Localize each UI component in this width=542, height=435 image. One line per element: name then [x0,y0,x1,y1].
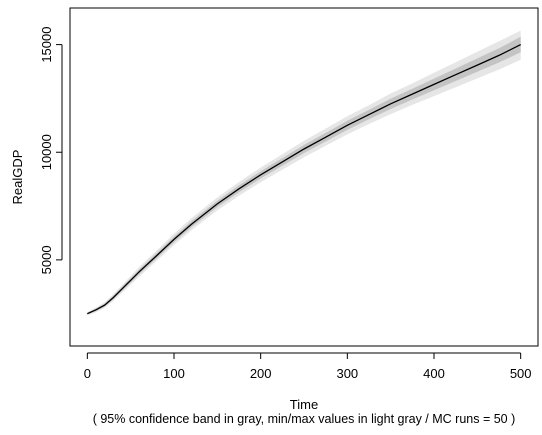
x-axis-label: Time [290,397,318,412]
series-line-mean [87,44,521,315]
x-tick-label: 0 [84,366,91,381]
y-axis-label: RealGDP [10,150,25,205]
x-tick-label: 200 [250,366,272,381]
minmax-band [87,30,521,316]
y-axis: 5000 10000 15000 [39,27,63,274]
x-tick-label: 100 [163,366,185,381]
chart-caption: ( 95% confidence band in gray, min/max v… [93,412,516,426]
x-tick-label: 500 [510,366,532,381]
y-tick-label: 10000 [39,134,54,170]
y-tick-label: 5000 [39,245,54,274]
confidence-band [87,36,521,315]
plot-area-frame [69,7,539,347]
x-tick-label: 300 [336,366,358,381]
x-axis: 0 100 200 300 400 500 [84,352,532,381]
y-tick-label: 15000 [39,27,54,63]
x-tick-label: 400 [423,366,445,381]
